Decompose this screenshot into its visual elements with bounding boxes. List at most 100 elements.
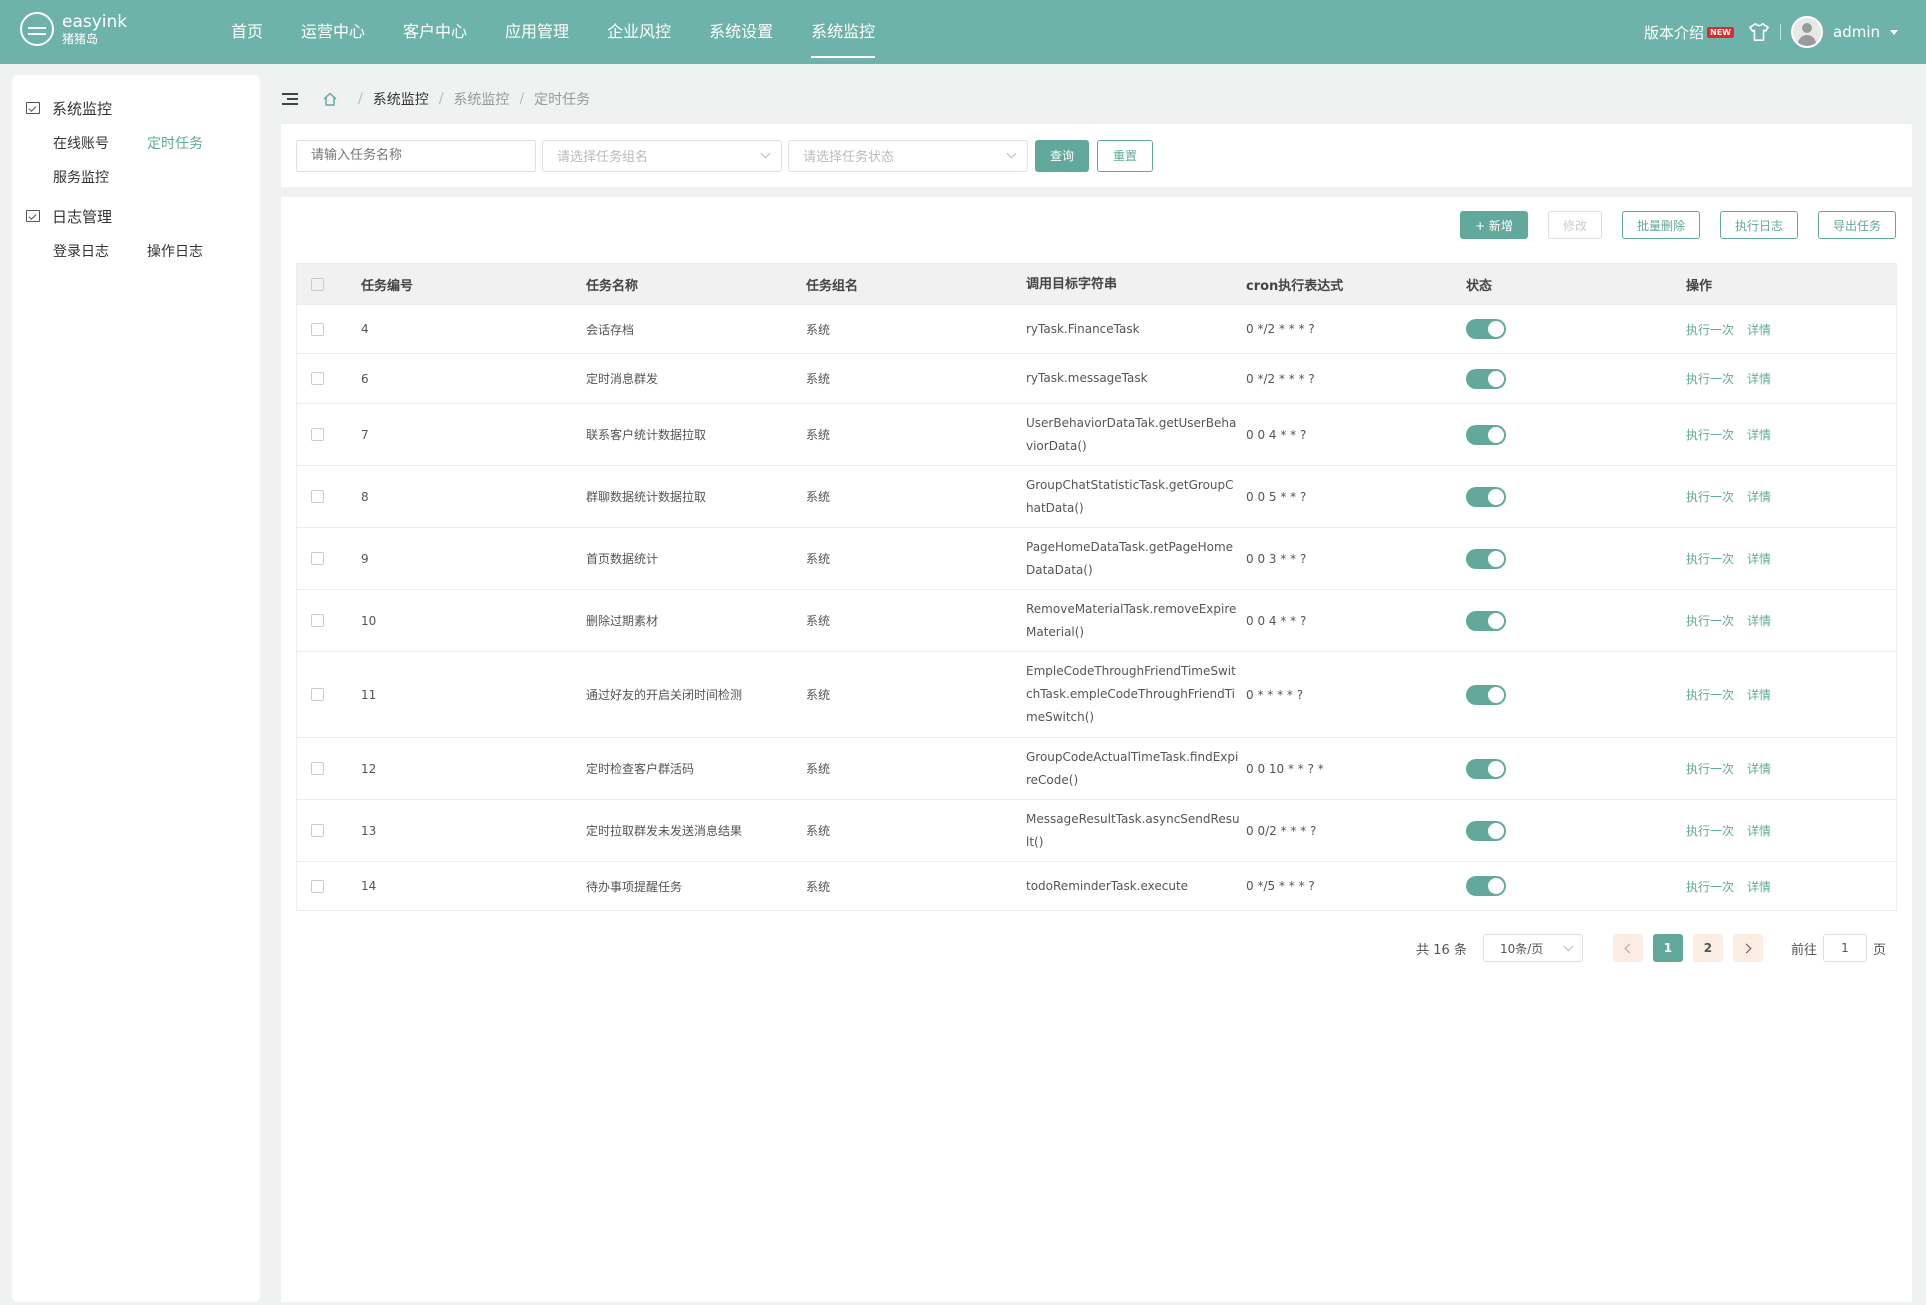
sidebar-group-logs[interactable]: 日志管理 [12,201,260,231]
cell-cron: 0 0 3 * * ? [1246,551,1307,566]
row-checkbox[interactable] [311,552,324,565]
cell-task-name: 首页数据统计 [586,552,659,566]
sidebar-item-operation-log[interactable]: 操作日志 [147,244,203,260]
next-page-button[interactable] [1732,934,1763,962]
sidebar-group-monitor[interactable]: 系统监控 [12,93,260,123]
cell-task-id: 4 [361,322,369,336]
details-link[interactable]: 详情 [1747,879,1772,894]
status-toggle[interactable] [1466,548,1506,569]
status-toggle[interactable] [1466,758,1506,779]
nav-risk[interactable]: 企业风控 [607,22,672,41]
run-once-link[interactable]: 执行一次 [1686,879,1735,894]
details-link[interactable]: 详情 [1747,614,1772,628]
status-toggle[interactable] [1466,424,1506,445]
details-link[interactable]: 详情 [1747,322,1772,337]
column-header: 调用目标字符串 [1026,276,1118,292]
details-link[interactable]: 详情 [1747,762,1772,776]
cell-cron: 0 0 4 * * ? [1246,427,1307,442]
menu-fold-icon[interactable] [282,93,298,105]
cell-task-name: 删除过期素材 [586,614,659,628]
details-link[interactable]: 详情 [1747,824,1772,838]
cell-task-name: 通过好友的开启关闭时间检测 [586,688,743,702]
home-icon[interactable] [322,91,338,107]
page-size-select[interactable]: 10条/页 [1482,934,1583,962]
cell-task-group: 系统 [806,824,831,838]
nav-customers[interactable]: 客户中心 [403,22,468,41]
table-row: 11 通过好友的开启关闭时间检测 系统 EmpleCodeThroughFriendT… [297,651,1896,737]
cell-task-group: 系统 [806,372,831,386]
breadcrumb-item[interactable]: 系统监控 [372,92,429,108]
run-once-link[interactable]: 执行一次 [1686,824,1735,838]
row-checkbox[interactable] [311,614,324,627]
run-once-link[interactable]: 执行一次 [1686,428,1735,442]
logo-icon [20,12,54,47]
run-once-link[interactable]: 执行一次 [1686,614,1735,628]
nav-home[interactable]: 首页 [231,22,264,41]
row-checkbox[interactable] [311,688,324,701]
version-intro-link[interactable]: 版本介绍 [1644,23,1705,42]
chevron-down-icon[interactable] [1890,29,1898,35]
logo-name: easyink [62,12,128,32]
task-name-input[interactable] [296,139,536,172]
run-once-link[interactable]: 执行一次 [1686,372,1735,386]
search-panel: 请选择任务组名 请选择任务状态 查询 重置 [281,124,1912,187]
user-name[interactable]: admin [1833,23,1880,41]
details-link[interactable]: 详情 [1747,688,1772,702]
edit-task-button[interactable]: 修改 [1547,211,1602,239]
query-button[interactable]: 查询 [1035,139,1090,172]
select-all-checkbox[interactable] [311,277,324,291]
goto-page-input[interactable]: 1 [1822,934,1867,962]
row-checkbox[interactable] [311,824,324,837]
nav-operations[interactable]: 运营中心 [301,22,366,41]
chevron-down-icon [760,148,771,159]
nav-settings[interactable]: 系统设置 [709,22,774,41]
run-once-link[interactable]: 执行一次 [1686,688,1735,702]
run-once-link[interactable]: 执行一次 [1686,552,1735,566]
details-link[interactable]: 详情 [1747,490,1772,504]
table-row: 13 定时拉取群发未发送消息结果 系统 MessageResultTask.async… [297,799,1896,861]
table-row: 14 待办事项提醒任务 系统 todoReminderTask.execute 0 */… [297,861,1896,910]
add-task-button[interactable]: + 新增 [1460,211,1528,239]
prev-page-button[interactable] [1612,934,1643,962]
status-toggle[interactable] [1466,319,1506,339]
logo[interactable]: easyink 猪猪岛 [20,12,127,47]
details-link[interactable]: 详情 [1747,552,1772,566]
status-toggle[interactable] [1466,486,1506,507]
run-once-link[interactable]: 执行一次 [1686,490,1735,504]
status-toggle[interactable] [1466,684,1506,705]
task-table: 任务编号 任务名称 任务组名 调用目标字符串 cron执行表达式 状态 操作 4… [296,263,1897,911]
divider [1780,24,1781,40]
row-checkbox[interactable] [311,490,324,503]
nav-monitor[interactable]: 系统监控 [792,0,894,64]
row-checkbox[interactable] [311,372,324,385]
sidebar-item-service-monitor[interactable]: 服务监控 [53,170,109,186]
page-1-button[interactable]: 1 [1652,934,1683,962]
status-toggle[interactable] [1466,610,1506,631]
details-link[interactable]: 详情 [1747,428,1772,442]
run-once-link[interactable]: 执行一次 [1686,322,1735,337]
avatar[interactable] [1791,16,1823,48]
status-toggle[interactable] [1466,876,1506,896]
sidebar-item-scheduled-tasks[interactable]: 定时任务 [147,136,203,152]
row-checkbox[interactable] [311,428,324,441]
status-toggle[interactable] [1466,820,1506,841]
sidebar-item-online-accounts[interactable]: 在线账号 [53,136,109,152]
shirt-icon[interactable] [1748,22,1770,42]
export-tasks-button[interactable]: 导出任务 [1817,211,1896,239]
batch-delete-button[interactable]: 批量删除 [1621,211,1700,239]
task-status-select[interactable]: 请选择任务状态 [788,139,1028,172]
cell-task-name: 群聊数据统计数据拉取 [586,490,707,504]
run-once-link[interactable]: 执行一次 [1686,762,1735,776]
nav-apps[interactable]: 应用管理 [505,22,570,41]
row-checkbox[interactable] [311,762,324,775]
page-2-button[interactable]: 2 [1692,934,1723,962]
reset-button[interactable]: 重置 [1097,139,1154,172]
row-checkbox[interactable] [311,322,324,336]
task-group-select[interactable]: 请选择任务组名 [542,139,782,172]
sidebar-item-login-log[interactable]: 登录日志 [53,244,109,260]
status-toggle[interactable] [1466,368,1506,389]
execution-log-button[interactable]: 执行日志 [1719,211,1798,239]
cell-task-name: 定时检查客户群活码 [586,762,695,776]
details-link[interactable]: 详情 [1747,372,1772,386]
row-checkbox[interactable] [311,879,324,893]
